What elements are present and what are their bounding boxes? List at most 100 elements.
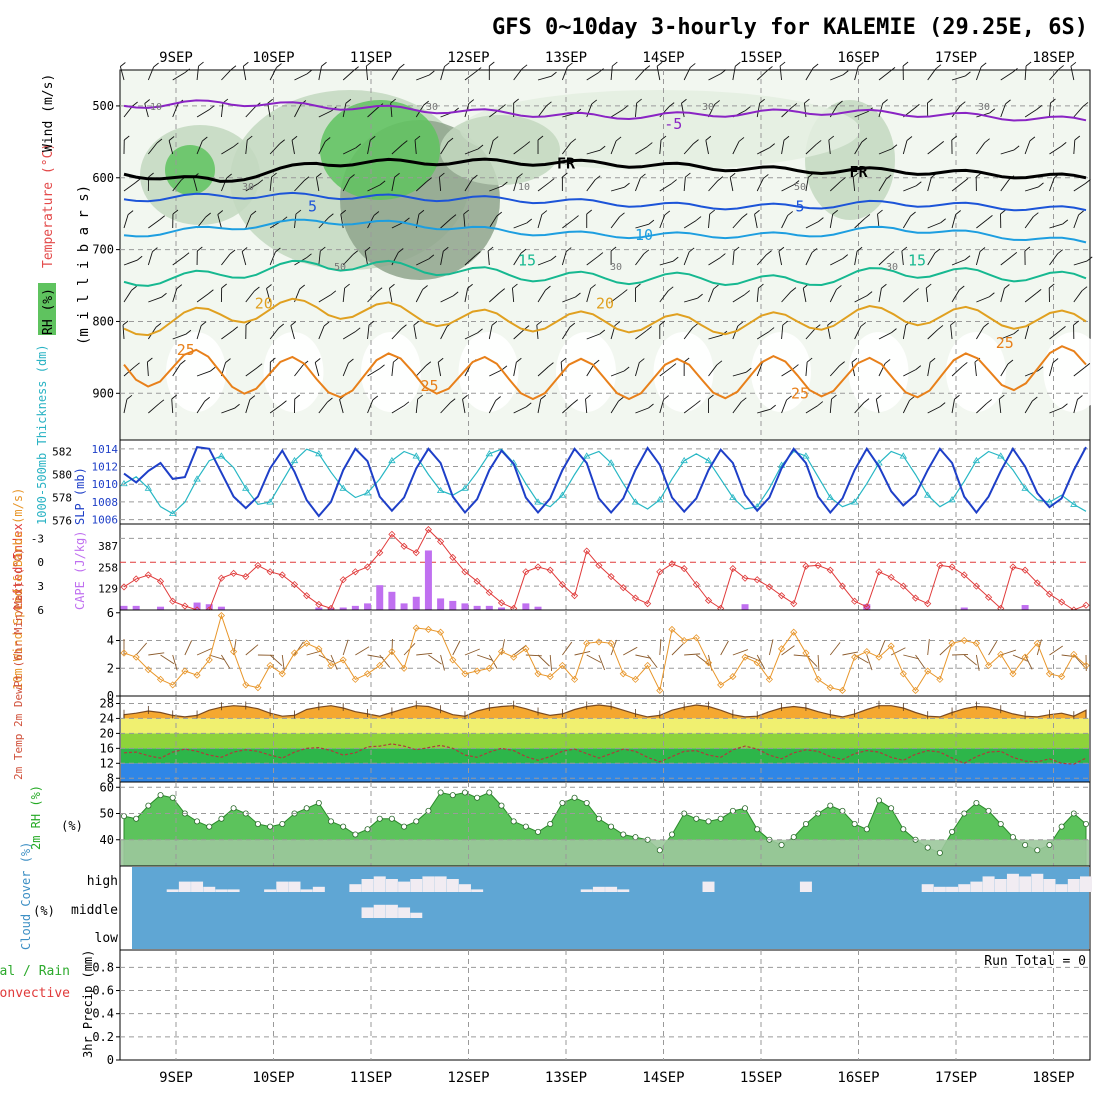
wind-barb-flag bbox=[132, 101, 138, 107]
wind-speed-point bbox=[875, 653, 883, 661]
thickness-point bbox=[315, 450, 323, 457]
rh2m-point bbox=[474, 794, 481, 801]
wind-barb-flag bbox=[402, 140, 408, 145]
wind10m-speed-line bbox=[120, 611, 1090, 695]
wind-barb-flag bbox=[545, 285, 551, 291]
wind-barb bbox=[367, 368, 380, 377]
pressure-ticks: 500 600 700 800 900 bbox=[92, 99, 120, 400]
wind-barb bbox=[830, 258, 843, 266]
lifted-point bbox=[583, 547, 591, 555]
wind10m-barb bbox=[1024, 654, 1033, 670]
wind-barb-flag bbox=[376, 287, 383, 293]
wind-barb bbox=[659, 140, 662, 155]
wind-barb bbox=[829, 289, 837, 303]
wind-barb-flag bbox=[172, 209, 179, 215]
cape-bar bbox=[351, 605, 359, 610]
wind10m-barb bbox=[416, 652, 433, 656]
wind-barb bbox=[976, 142, 985, 155]
rh2m-point bbox=[1058, 823, 1065, 830]
wind-speed-point bbox=[412, 624, 420, 632]
wind-barb bbox=[416, 258, 430, 266]
thickness-point bbox=[339, 484, 347, 491]
wind-barb-flag bbox=[585, 394, 591, 400]
cloud-high-bar bbox=[933, 886, 946, 892]
tick-label: 0.8 bbox=[92, 960, 114, 974]
wind-barb-flag bbox=[122, 320, 129, 326]
thickness-point bbox=[412, 452, 420, 459]
wind-barb bbox=[756, 70, 768, 81]
wind-barb bbox=[830, 74, 844, 81]
wind-barb-flag bbox=[234, 403, 240, 409]
ylabel-wind: Wind (m/s) bbox=[41, 74, 56, 152]
lifted-point bbox=[400, 542, 408, 550]
wind-barb bbox=[635, 223, 650, 229]
lifted-point bbox=[315, 600, 323, 608]
wind-barb-flag bbox=[925, 283, 932, 289]
wind-barb-flag bbox=[1007, 359, 1014, 365]
wind-barb bbox=[318, 325, 325, 340]
cloud-high-bar bbox=[617, 889, 630, 892]
isotherm-label: 15 bbox=[518, 251, 536, 269]
rh2m-point bbox=[1034, 847, 1041, 854]
wind-barb-flag bbox=[1078, 210, 1084, 216]
wind-barb-flag bbox=[449, 398, 456, 404]
lifted-point bbox=[595, 561, 603, 569]
wind-barb bbox=[172, 364, 181, 377]
wind-barb-flag bbox=[299, 284, 306, 290]
wind-barb bbox=[1024, 293, 1037, 303]
lifted-point bbox=[266, 568, 274, 576]
wind-barb-flag bbox=[147, 357, 153, 363]
cape-bar bbox=[1021, 605, 1029, 610]
wind-barb bbox=[976, 326, 985, 340]
wind-barb-flag bbox=[1060, 142, 1067, 147]
wind-barb bbox=[635, 253, 645, 266]
thickness-point bbox=[656, 496, 664, 503]
wind-barb bbox=[342, 254, 354, 266]
wind-barb-flag bbox=[394, 172, 400, 178]
wind-barb bbox=[241, 251, 247, 266]
wind-barb bbox=[562, 142, 572, 155]
wind-barb bbox=[976, 403, 987, 414]
wind-barb bbox=[732, 401, 742, 414]
lifted-point bbox=[339, 576, 347, 584]
rh2m-point bbox=[997, 821, 1004, 828]
wind-barb-flag bbox=[168, 136, 175, 141]
lifted-point bbox=[485, 588, 493, 597]
wind-barb-flag bbox=[513, 98, 519, 104]
wind-barb bbox=[805, 144, 817, 155]
wind-barb bbox=[829, 181, 841, 192]
wind-barb-flag bbox=[685, 172, 691, 178]
tick-label: 0 bbox=[107, 689, 114, 703]
wind-barb bbox=[756, 103, 761, 118]
wind-barb-flag bbox=[1033, 212, 1039, 218]
wind-barb bbox=[463, 214, 466, 229]
wind-barb bbox=[635, 407, 649, 414]
day-label: 10SEP bbox=[252, 1070, 294, 1086]
thickness-point bbox=[826, 493, 834, 500]
rh2m-point bbox=[729, 807, 736, 814]
wind-barb bbox=[684, 297, 698, 303]
lifted-point bbox=[570, 592, 579, 600]
wind-barb-flag bbox=[328, 213, 334, 219]
wind-barb bbox=[488, 400, 497, 414]
wind-barb bbox=[659, 214, 666, 229]
wind-barb bbox=[245, 399, 251, 414]
wind-speed-point bbox=[278, 670, 286, 678]
rh2m-point bbox=[133, 815, 140, 822]
wind-barb bbox=[245, 106, 256, 118]
wind-barb-flag bbox=[489, 61, 495, 67]
thickness-point bbox=[534, 498, 542, 505]
lifted-point bbox=[473, 577, 481, 585]
wind-barb bbox=[1024, 325, 1030, 340]
wind-barb-flag bbox=[770, 404, 776, 410]
wind10m-barb bbox=[428, 654, 442, 665]
cloud-middle-bar bbox=[410, 912, 423, 918]
wind-speed-point bbox=[607, 639, 615, 647]
cloud-high-bar bbox=[166, 889, 179, 892]
wind-speed-point bbox=[668, 625, 676, 633]
wind-barb-flag bbox=[389, 283, 395, 289]
wind-barb bbox=[123, 399, 128, 414]
wind-speed-point bbox=[656, 686, 664, 695]
wind-barb bbox=[367, 399, 374, 414]
wind-barb-flag bbox=[126, 394, 133, 400]
